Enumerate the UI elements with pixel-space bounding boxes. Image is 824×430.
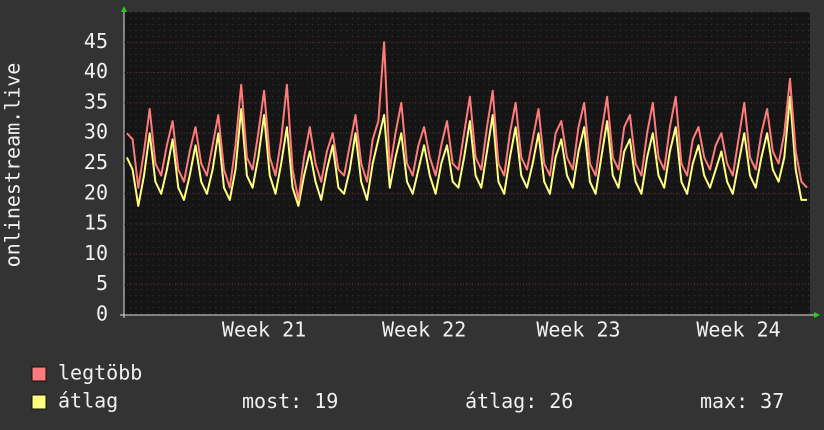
legend: legtöbb átlag most: 19 átlag: 26 max: 37 <box>31 361 784 413</box>
x-tick-label: Week 21 <box>222 318 306 342</box>
y-tick-label: 0 <box>96 302 108 326</box>
legend-label: legtöbb <box>58 361 142 385</box>
x-tick-label: Week 23 <box>536 318 620 342</box>
x-tick-label: Week 24 <box>696 318 780 342</box>
stat: max: 37 <box>700 389 784 413</box>
y-axis-label: onlinestream.live <box>1 63 25 268</box>
stat-label: átlag: <box>465 389 537 413</box>
y-tick-label: 10 <box>84 241 108 265</box>
legend-label: átlag <box>58 389 118 413</box>
y-tick-label: 25 <box>84 150 108 174</box>
legend-swatch <box>31 366 47 382</box>
y-tick-label: 30 <box>84 120 108 144</box>
stat-value: 19 <box>314 389 338 413</box>
stat-value: 26 <box>549 389 573 413</box>
stat-value: 37 <box>760 389 784 413</box>
y-tick-label: 45 <box>84 29 108 53</box>
series-line <box>126 41 808 201</box>
y-tick-label: 20 <box>84 180 108 204</box>
series-line <box>125 95 808 207</box>
stat: átlag: 26 <box>465 389 573 413</box>
y-tick-label: 15 <box>84 211 108 235</box>
x-tick-label: Week 22 <box>382 318 466 342</box>
y-tick-label: 5 <box>96 271 108 295</box>
stat-label: most: <box>242 389 302 413</box>
stat-label: max: <box>700 389 748 413</box>
stat: most: 19 <box>242 389 338 413</box>
y-tick-label: 40 <box>84 59 108 83</box>
legend-swatch <box>31 394 47 410</box>
x-arrow <box>814 312 820 318</box>
y-tick-label: 35 <box>84 89 108 113</box>
y-arrow <box>121 6 127 12</box>
plot <box>124 41 810 286</box>
